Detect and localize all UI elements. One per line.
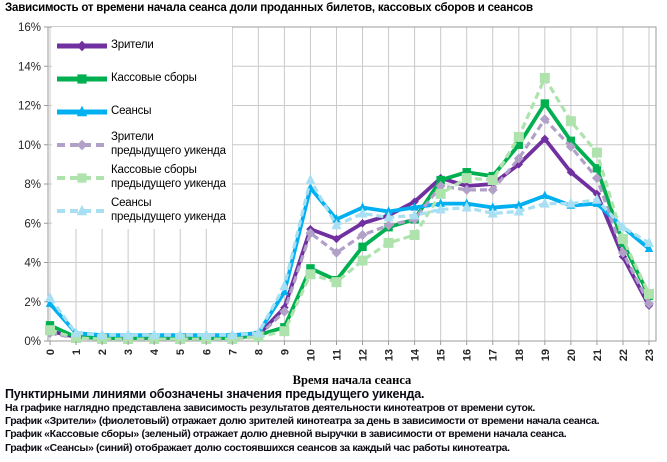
svg-text:15: 15 <box>436 349 448 361</box>
svg-text:12: 12 <box>358 349 370 361</box>
legend-sample-solid-line <box>57 73 107 84</box>
svg-text:13: 13 <box>384 349 396 361</box>
legend-item-box_office_prev: Кассовые сборы предыдущего уикенда <box>56 161 226 194</box>
svg-text:4: 4 <box>149 348 161 355</box>
x-tick-labels: 0 1 2 3 4 5 6 7 8 9 10 11 12 13 14 15 16 17 18 19 20 21 22 23 <box>45 348 656 361</box>
legend-sample-solid-line <box>57 40 107 51</box>
y-tick-labels: 0% 2% 4% 6% 8% 10% 12% 14% 16% <box>18 22 41 348</box>
svg-text:12%: 12% <box>18 101 41 113</box>
legend-item-box_office: Кассовые сборы <box>56 62 226 95</box>
svg-text:4%: 4% <box>24 258 41 270</box>
legend-sample-dashed-line <box>57 204 107 215</box>
svg-text:17: 17 <box>488 349 500 361</box>
svg-text:10: 10 <box>305 349 317 361</box>
svg-text:7: 7 <box>227 349 239 355</box>
footnote-line: На графике наглядно представлена зависим… <box>5 402 535 414</box>
svg-text:16%: 16% <box>18 22 41 34</box>
svg-text:11: 11 <box>331 349 343 361</box>
svg-text:0: 0 <box>45 349 57 355</box>
legend-item-viewers: Зрители <box>56 29 226 62</box>
footnote-line: График «Кассовые сборы» (зеленый) отража… <box>5 428 567 441</box>
series-sessions_prev <box>45 174 654 340</box>
chart-title: Зависимость от времени начала сеанса дол… <box>5 2 533 14</box>
triangle-marker-icon <box>76 105 88 116</box>
svg-text:16: 16 <box>462 349 474 361</box>
svg-text:9: 9 <box>279 349 291 355</box>
legend-sample-dashed-line <box>57 139 107 150</box>
legend-label: Зрители <box>111 38 154 51</box>
diamond-marker-icon <box>76 139 88 150</box>
svg-text:0%: 0% <box>24 336 41 348</box>
square-marker-icon <box>77 73 87 84</box>
legend-sample-solid-line <box>57 105 107 116</box>
legend-item-sessions: Сеансы <box>56 95 226 128</box>
diamond-marker-icon <box>76 40 88 51</box>
svg-text:18: 18 <box>514 349 526 361</box>
legend-item-viewers_prev: Зрители предыдущего уикенда <box>56 128 226 161</box>
svg-text:5: 5 <box>175 349 187 355</box>
footnote-line: График «Сеансы» (синий) отображает долю … <box>5 441 510 454</box>
footnote: Пунктирными линиями обозначены значения … <box>5 387 665 455</box>
line-chart: 0%2%4%6%8%10%12%14%16%0 1 2 3 4 5 6 7 8 9 10 11 12 13… <box>18 22 657 361</box>
svg-text:8: 8 <box>253 349 265 355</box>
svg-text:3: 3 <box>123 349 135 355</box>
svg-text:23: 23 <box>644 349 656 361</box>
svg-text:6%: 6% <box>24 218 41 230</box>
x-axis-title: Время начала сеанса <box>292 373 412 387</box>
svg-text:22: 22 <box>618 349 630 361</box>
legend-sample-dashed-line <box>57 172 107 183</box>
svg-text:21: 21 <box>592 349 604 361</box>
axis-ticks <box>44 26 650 345</box>
svg-text:2: 2 <box>97 349 109 355</box>
svg-text:20: 20 <box>566 349 578 361</box>
svg-text:19: 19 <box>540 349 552 361</box>
legend-label: Сеансы предыдущего уикенда <box>111 196 226 223</box>
svg-text:14%: 14% <box>18 61 41 73</box>
svg-text:6: 6 <box>201 349 213 355</box>
svg-text:2%: 2% <box>24 297 41 309</box>
footnote-bold-line: Пунктирными линиями обозначены значения … <box>5 387 425 401</box>
legend-label: Кассовые сборы <box>111 71 197 84</box>
svg-text:14: 14 <box>410 348 422 361</box>
svg-text:10%: 10% <box>18 140 41 152</box>
legend-label: Зрители предыдущего уикенда <box>111 130 226 157</box>
svg-text:1: 1 <box>71 349 83 355</box>
legend-label: Сеансы <box>111 104 152 117</box>
legend-label: Кассовые сборы предыдущего уикенда <box>111 163 226 190</box>
triangle-marker-icon <box>76 204 88 215</box>
chart-legend: Зрители Кассовые сборы Сеансы Зрители преды… <box>52 27 232 229</box>
svg-text:8%: 8% <box>24 179 41 191</box>
footnote-line: График «Зрители» (фиолетовый) отражает д… <box>5 415 600 428</box>
legend-item-sessions_prev: Сеансы предыдущего уикенда <box>56 194 226 227</box>
square-marker-icon <box>77 172 87 183</box>
